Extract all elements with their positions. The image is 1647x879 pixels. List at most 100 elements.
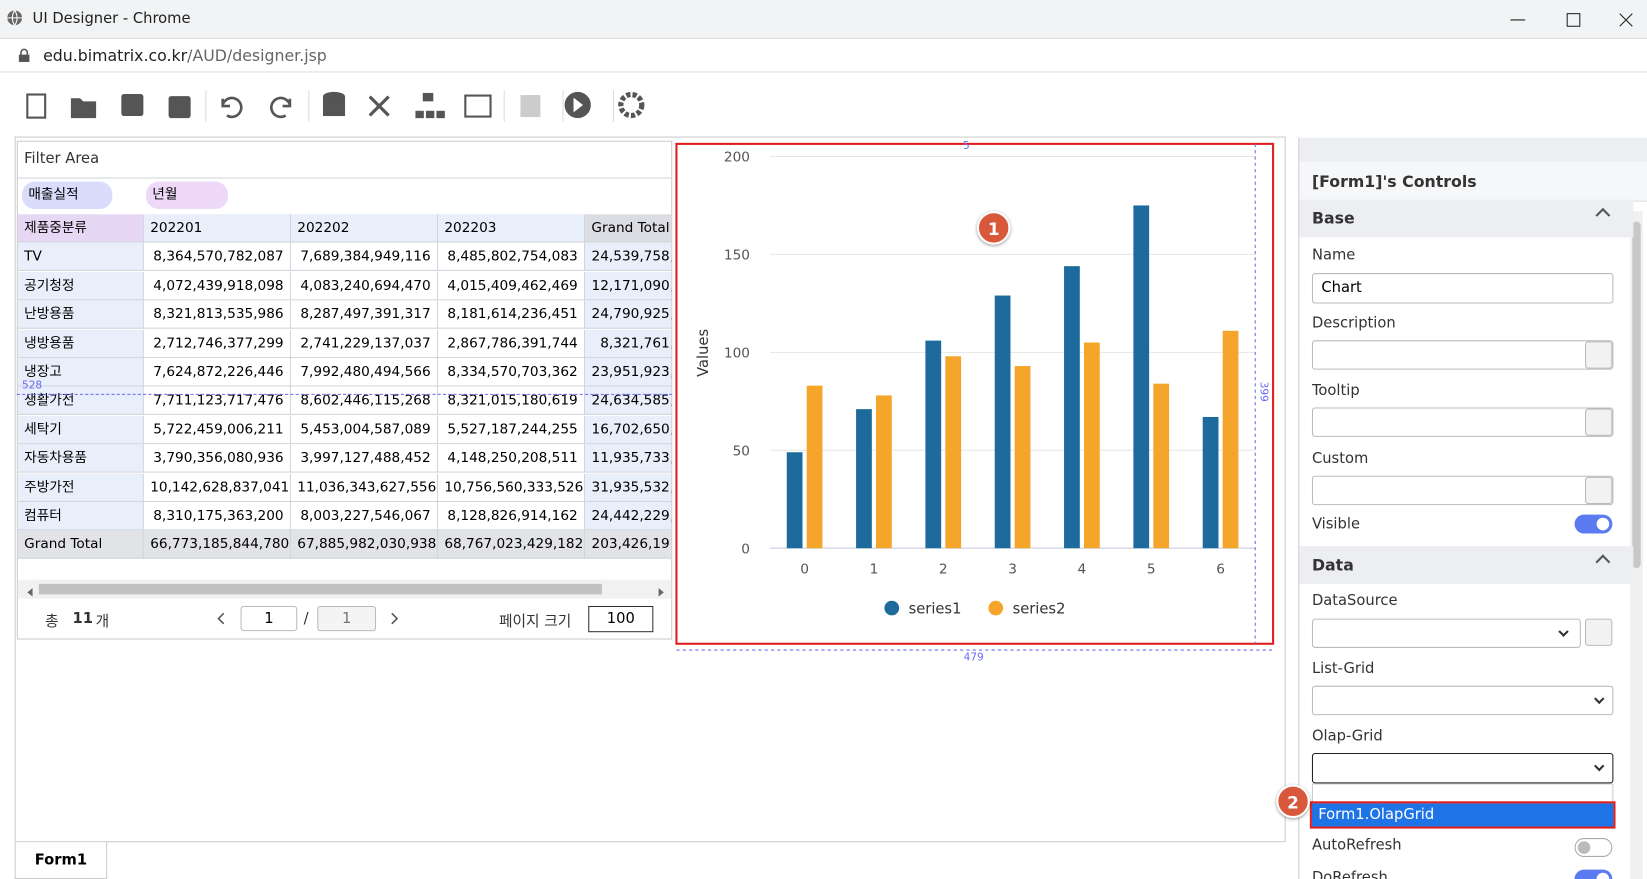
x-tick-label: 0 [800,561,809,577]
guide-label: 528 [22,380,42,392]
bar [807,386,823,549]
x-tick-label: 4 [1078,561,1087,577]
guide-label: 399 [1257,382,1269,402]
bar [995,296,1011,549]
text-input[interactable] [1312,686,1613,715]
cell-value: 68,767,023,429,182 [438,531,585,559]
save-icon[interactable] [122,95,143,116]
scrollbar[interactable] [1630,211,1643,879]
cell-value: 8,128,826,914,162 [438,502,585,530]
cell-value: 7,992,480,494,566 [291,358,438,386]
cell-value: 7,624,872,226,446 [144,358,291,386]
open-icon[interactable] [71,99,95,118]
field-label: Visible [1312,516,1360,533]
bar [1015,366,1031,548]
section-header[interactable]: Base [1299,200,1633,238]
cell-value: 10,756,560,333,526 [438,473,585,501]
bar [1153,384,1169,549]
ellipsis-button[interactable] [1585,619,1612,646]
cell-value: 8,181,614,236,451 [438,301,585,329]
ellipsis-button[interactable] [1585,477,1612,504]
cell-value: 2,741,229,137,037 [291,329,438,357]
cell-value: 7,689,384,949,116 [291,243,438,271]
cell-value: 2,712,746,377,299 [144,329,291,357]
next-page [392,613,397,624]
url-path: /AUD/designer.jsp [187,46,327,65]
dropdown-option[interactable]: Form1.OlapGrid [1312,803,1613,826]
panel-pin-bar[interactable] [1299,138,1647,162]
row-header: 공기청정 [18,272,144,300]
legend-swatch [884,601,899,616]
y-tick-label: 150 [724,248,750,264]
cell-value: 4,072,439,918,098 [144,272,291,300]
prev-page [218,613,223,624]
bar [925,341,941,549]
field-label: DataSource [1312,592,1398,609]
cell-value: 11,036,343,627,556 [291,473,438,501]
ellipsis-button[interactable] [1585,341,1612,368]
guide-label: 5 [963,140,970,152]
cell-value: 8,364,570,782,087 [144,243,291,271]
cell-value: 8,321,813,535,986 [144,301,291,329]
scroll-right [659,588,664,596]
toggle[interactable] [1575,838,1613,857]
y-tick-label: 200 [724,150,750,166]
field-label: Description [1312,315,1396,332]
olap-grid[interactable]: Filter Area 매출실적년월제품중분류20220120220220220… [17,141,672,640]
form-tab[interactable]: Form1 [15,842,107,879]
legend-swatch [988,601,1003,616]
filter-chip[interactable]: 매출실적 [22,182,112,209]
code-icon[interactable] [465,96,490,117]
cell-value: 4,015,409,462,469 [438,272,585,300]
column-header: 202202 [291,214,438,242]
row-header: 난방용품 [18,301,144,329]
url-host: edu.bimatrix.co.kr [43,46,187,65]
y-tick-label: 0 [741,541,750,557]
text-input[interactable] [1312,619,1581,648]
cell-value: 24,634,585,0 [585,387,672,415]
cell-value: 23,951,923,4 [585,358,672,386]
text-input[interactable] [1312,407,1613,436]
properties-panel: [Form1]'s Controls BaseDataNameChartDesc… [1298,138,1647,879]
bar [856,409,872,548]
save-as-icon[interactable] [169,97,190,118]
bar [1133,205,1149,548]
cell-value: 16,702,650,8 [585,416,672,444]
redo-icon[interactable] [271,98,290,117]
toggle[interactable] [1575,870,1613,879]
filter-chip[interactable]: 년월 [146,182,228,209]
olap-grid-select[interactable] [1312,753,1613,783]
new-icon[interactable] [27,95,45,118]
settings-icon[interactable] [621,95,642,116]
text-input[interactable] [1312,476,1613,505]
cell-value: 66,773,185,844,780 [144,531,291,559]
cell-value: 4,083,240,694,470 [291,272,438,300]
undo-icon[interactable] [223,98,242,117]
text-input[interactable] [1312,340,1613,369]
window-title: UI Designer - Chrome [33,11,191,28]
panel-header[interactable]: [Form1]'s Controls [1299,162,1647,202]
edit-icon[interactable] [521,96,540,117]
row-header: Grand Total [18,531,144,559]
chart-frame [676,144,1273,644]
pager-arrows [27,588,664,624]
field-label: DoRefresh [1312,870,1388,879]
bar [876,395,892,548]
window-controls[interactable] [1502,6,1639,33]
field-label: Tooltip [1312,382,1360,399]
url[interactable]: edu.bimatrix.co.kr/AUD/designer.jsp [43,46,327,65]
row-header: TV [18,243,144,271]
tools-icon[interactable] [370,97,389,116]
section-header[interactable]: Data [1299,546,1633,584]
field-label: Custom [1312,451,1368,468]
ellipsis-button[interactable] [1585,409,1612,436]
chart[interactable]: 050100150200Values0123456series1series25… [672,137,1281,667]
column-header: Grand Total [585,214,672,242]
cell-value: 24,539,758,4 [585,243,672,271]
bar [787,452,803,548]
legend-label: series1 [909,600,962,617]
name-input[interactable]: Chart [1312,273,1613,303]
row-header: 주방가전 [18,473,144,501]
toggle[interactable] [1575,515,1613,534]
cell-value: 2,867,786,391,744 [438,329,585,357]
